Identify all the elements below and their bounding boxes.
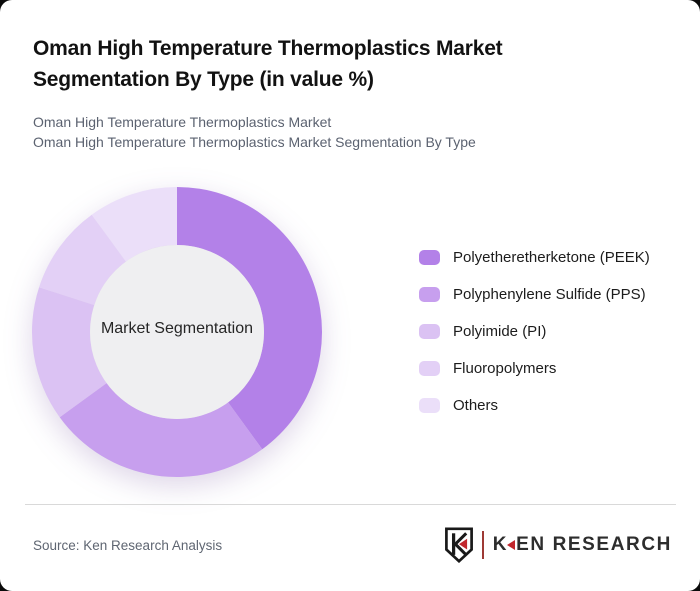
page-title: Oman High Temperature Thermoplastics Mar…: [33, 33, 653, 95]
ken-research-shield-icon: [444, 527, 473, 563]
legend-item-pi: Polyimide (PI): [419, 323, 650, 340]
legend-label-pi: Polyimide (PI): [453, 323, 547, 340]
logo-wordmark-k: K: [492, 534, 509, 555]
chart-legend: Polyetheretherketone (PEEK) Polyphenylen…: [419, 249, 650, 434]
chart-subtitle-line1: Oman High Temperature Thermoplastics Mar…: [33, 114, 332, 130]
ken-research-logo: K EN RESEARCH: [443, 527, 672, 563]
logo-wordmark-rest: EN RESEARCH: [516, 534, 672, 555]
footer-divider: [25, 504, 676, 505]
donut-chart-svg: [32, 187, 323, 477]
donut-inner-circle: [90, 245, 264, 419]
legend-item-others: Others: [419, 397, 650, 414]
legend-swatch-fluoropolymers: [419, 361, 440, 376]
donut-slice-3: [39, 214, 126, 306]
logo-divider: [481, 531, 484, 559]
page-title-line1: Oman High Temperature Thermoplastics Mar…: [33, 37, 503, 60]
logo-red-triangle-icon: [507, 540, 516, 550]
legend-label-peek: Polyetheretherketone (PEEK): [453, 249, 650, 266]
page-title-line2: Segmentation By Type (in value %): [33, 68, 374, 91]
legend-swatch-others: [419, 398, 440, 413]
legend-swatch-pi: [419, 324, 440, 339]
legend-item-fluoropolymers: Fluoropolymers: [419, 360, 650, 377]
chart-subtitle: Oman High Temperature Thermoplastics Mar…: [33, 112, 653, 152]
chart-subtitle-line2: Oman High Temperature Thermoplastics Mar…: [33, 134, 476, 150]
legend-label-others: Others: [453, 397, 499, 414]
legend-item-pps: Polyphenylene Sulfide (PPS): [419, 286, 650, 303]
donut-slice-0: [177, 187, 323, 450]
donut-chart: [27, 182, 327, 482]
donut-slice-1: [59, 383, 263, 477]
donut-center-label: Market Segmentation: [100, 320, 254, 337]
legend-label-pps: Polyphenylene Sulfide (PPS): [453, 286, 646, 303]
legend-item-peek: Polyetheretherketone (PEEK): [419, 249, 650, 266]
legend-label-fluoropolymers: Fluoropolymers: [453, 360, 557, 377]
source-note: Source: Ken Research Analysis: [33, 538, 223, 553]
legend-swatch-peek: [419, 250, 440, 265]
legend-swatch-pps: [419, 287, 440, 302]
logo-wordmark: K EN RESEARCH: [493, 534, 672, 556]
donut-slice-4: [91, 187, 177, 262]
donut-slice-2: [32, 287, 107, 418]
